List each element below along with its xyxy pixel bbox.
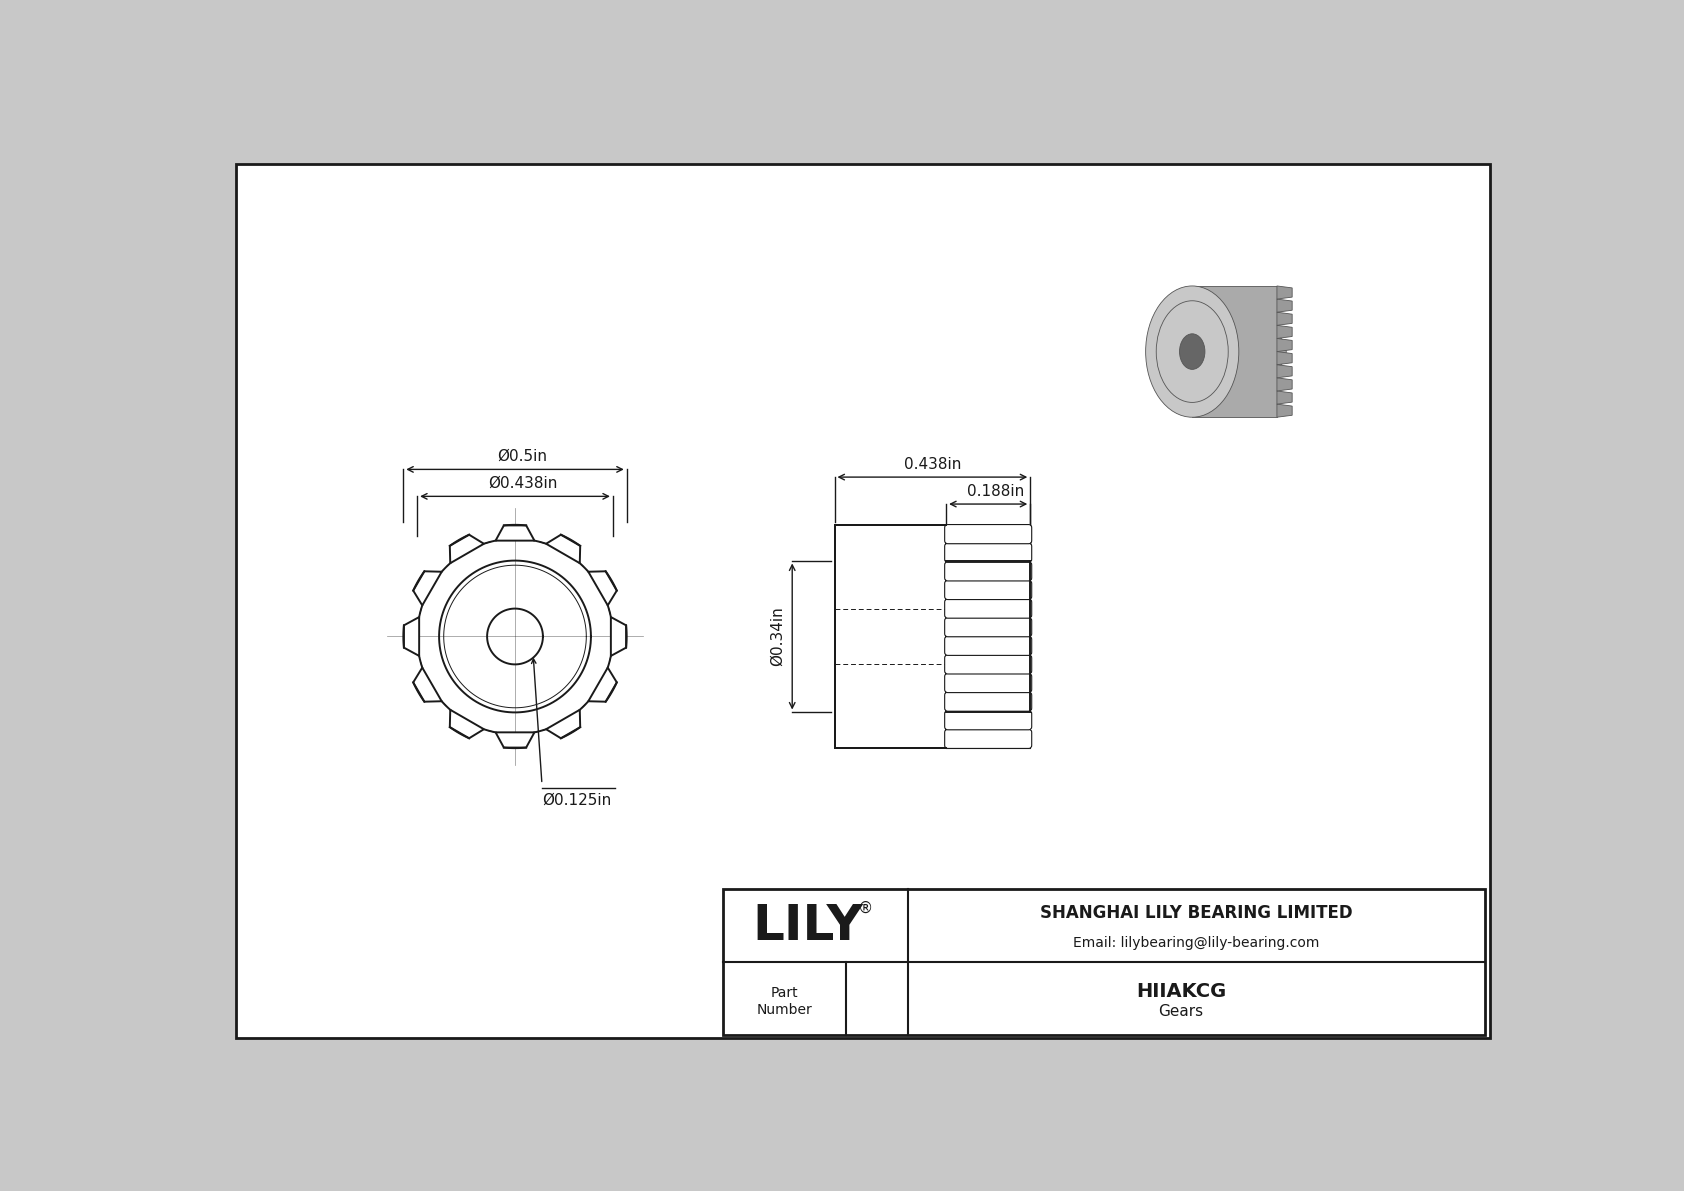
Polygon shape (546, 535, 581, 563)
Polygon shape (1276, 325, 1292, 338)
Bar (946, 561, 1031, 712)
Text: SHANGHAI LILY BEARING LIMITED: SHANGHAI LILY BEARING LIMITED (1041, 904, 1352, 922)
FancyBboxPatch shape (945, 636, 1032, 655)
Text: Ø0.34in: Ø0.34in (770, 606, 785, 667)
FancyBboxPatch shape (945, 543, 1032, 562)
Polygon shape (1192, 286, 1276, 417)
Polygon shape (1276, 391, 1292, 404)
FancyBboxPatch shape (945, 524, 1032, 544)
Text: Ø0.438in: Ø0.438in (488, 476, 557, 491)
Polygon shape (1276, 299, 1292, 312)
Bar (835, 525, 946, 748)
Text: 0.438in: 0.438in (904, 456, 962, 472)
FancyBboxPatch shape (945, 655, 1032, 674)
FancyBboxPatch shape (945, 618, 1032, 637)
Polygon shape (495, 732, 534, 748)
FancyBboxPatch shape (945, 729, 1032, 748)
Polygon shape (1276, 378, 1292, 391)
Polygon shape (450, 535, 483, 563)
Ellipse shape (1268, 337, 1287, 367)
FancyBboxPatch shape (945, 562, 1032, 581)
Polygon shape (413, 572, 441, 605)
Ellipse shape (1145, 286, 1239, 417)
FancyBboxPatch shape (945, 692, 1032, 711)
Polygon shape (1276, 404, 1292, 417)
Polygon shape (1276, 351, 1292, 364)
Text: Ø0.125in: Ø0.125in (542, 793, 611, 807)
Text: Ø0.5in: Ø0.5in (498, 449, 547, 464)
Polygon shape (1276, 286, 1292, 299)
Polygon shape (588, 668, 616, 701)
Bar (946, 561, 1031, 712)
Polygon shape (413, 668, 441, 701)
Circle shape (399, 520, 630, 752)
Polygon shape (611, 617, 626, 656)
Ellipse shape (1179, 333, 1206, 369)
Polygon shape (1276, 312, 1292, 325)
Polygon shape (546, 710, 581, 738)
Polygon shape (495, 525, 534, 541)
FancyBboxPatch shape (945, 673, 1032, 693)
FancyBboxPatch shape (945, 711, 1032, 730)
Text: Email: lilybearing@lily-bearing.com: Email: lilybearing@lily-bearing.com (1073, 936, 1320, 949)
Text: HIIAKCG: HIIAKCG (1137, 981, 1226, 1000)
Polygon shape (1276, 364, 1292, 378)
Text: 0.188in: 0.188in (967, 484, 1024, 499)
Bar (722, 888, 1485, 1035)
Polygon shape (588, 572, 616, 605)
Text: Part: Part (771, 986, 798, 999)
Polygon shape (404, 617, 419, 656)
Text: ®: ® (859, 902, 874, 916)
Polygon shape (450, 710, 483, 738)
FancyBboxPatch shape (945, 580, 1032, 599)
Text: LILY: LILY (753, 902, 864, 949)
Text: Gears: Gears (1159, 1004, 1204, 1019)
Text: Number: Number (756, 1003, 812, 1017)
FancyBboxPatch shape (945, 599, 1032, 618)
Polygon shape (1276, 338, 1292, 351)
